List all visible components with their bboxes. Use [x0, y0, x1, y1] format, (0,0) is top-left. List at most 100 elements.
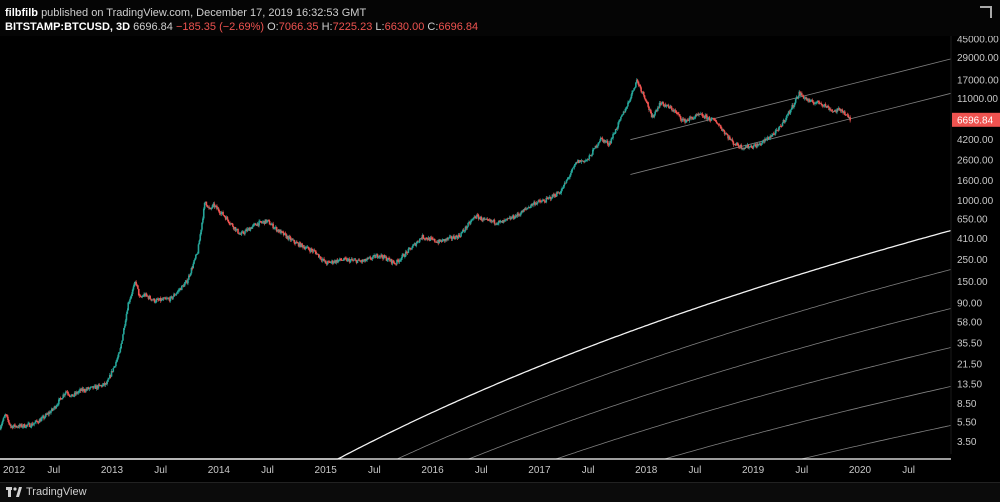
candle-body [79, 389, 81, 391]
candle-body [777, 129, 779, 131]
candle-body [719, 125, 721, 127]
candle-body [586, 158, 589, 160]
candle-body [391, 260, 394, 264]
candle-body [40, 418, 43, 422]
candle-body [332, 262, 335, 264]
candle-body [112, 368, 115, 372]
candle-body [579, 160, 582, 162]
candle-body [62, 394, 65, 398]
candle-body [823, 104, 826, 106]
y-tick-label: 1000.00 [957, 196, 994, 207]
candle-body [198, 240, 201, 245]
candle-body [783, 119, 786, 123]
candle-body [779, 125, 782, 127]
x-tick-label: Jul [475, 465, 488, 476]
candle-body [273, 228, 275, 229]
candle-body [625, 108, 627, 110]
candle-body [721, 128, 723, 131]
tradingview-logo-icon [6, 487, 22, 497]
high-value: 7225.23 [332, 21, 373, 33]
candle-body [478, 218, 481, 220]
candle-body [208, 206, 210, 209]
candle-body [621, 114, 624, 116]
candle-body [706, 115, 708, 120]
fullscreen-icon[interactable] [980, 6, 992, 18]
candle-body [599, 140, 601, 143]
candle-body [176, 291, 179, 294]
candle-body [543, 200, 546, 202]
candle-body [827, 105, 829, 108]
candle-body [20, 424, 22, 427]
candle-body [180, 285, 183, 290]
candle-body [748, 147, 750, 149]
candle-body [306, 246, 309, 248]
candle-body [688, 117, 691, 121]
candle-body [221, 211, 223, 213]
candle-body [796, 96, 799, 99]
candle-body [421, 234, 424, 239]
candle-body [714, 120, 716, 121]
candle-body [75, 392, 78, 395]
candle-body [426, 237, 428, 240]
candle-body [83, 389, 86, 392]
candle-body [87, 387, 90, 390]
candle-body [377, 257, 380, 259]
candle-body [353, 259, 355, 261]
candle-body [238, 233, 240, 235]
candle-body [399, 260, 402, 261]
candle-body [319, 256, 322, 259]
candle-body [293, 239, 296, 243]
x-tick-label: 2012 [3, 465, 26, 476]
candle-body [356, 260, 359, 264]
candle-body [390, 259, 393, 264]
y-tick-label: 410.00 [957, 234, 988, 245]
candle-body [400, 257, 403, 261]
candle-body [515, 215, 518, 217]
candle-body [534, 202, 536, 205]
candle-body [119, 348, 122, 353]
candle-body [393, 262, 396, 264]
author-name[interactable]: filbfilb [5, 7, 38, 19]
candle-body [2, 417, 5, 421]
candle-body [665, 105, 668, 107]
candle-body [285, 234, 288, 239]
candle-body [567, 177, 570, 179]
price-chart[interactable]: 45000.00 29000.00 17000.00 11000.00 4200.00 2… [0, 36, 1000, 478]
candle-body [670, 106, 672, 108]
candle-body [682, 118, 685, 120]
candle-body [81, 388, 84, 391]
candle-body [808, 99, 811, 102]
tradingview-brand[interactable]: TradingView [26, 486, 87, 498]
candle-body [473, 216, 476, 218]
candle-body [550, 198, 553, 200]
candle-body [566, 178, 569, 181]
candle-body [629, 98, 632, 101]
candle-body [133, 283, 136, 287]
candle-body [499, 221, 502, 223]
candle-body [6, 415, 8, 417]
candle-body [365, 260, 368, 262]
candle-body [388, 257, 390, 260]
symbol-label[interactable]: BITSTAMP:BTCUSD, 3D [5, 21, 131, 33]
candle-body [847, 115, 850, 118]
candle-body [246, 228, 249, 232]
last-price: 6696.84 [133, 21, 173, 33]
candle-body [296, 242, 298, 243]
candle-body [349, 259, 352, 263]
candle-body [514, 215, 517, 219]
candle-body [236, 229, 238, 230]
candle-body [22, 426, 24, 428]
y-tick-label: 150.00 [957, 277, 988, 288]
candle-body [624, 108, 627, 113]
candle-body [804, 97, 807, 99]
candle-body [63, 394, 65, 396]
candle-body [378, 255, 381, 258]
candle-body [563, 182, 566, 185]
candle-body [263, 221, 266, 224]
y-tick-label: 11000.00 [957, 94, 998, 105]
candle-body [609, 142, 612, 144]
candle-body [71, 394, 73, 396]
candle-body [642, 92, 644, 93]
candle-body [563, 184, 565, 189]
candle-body [596, 145, 599, 148]
